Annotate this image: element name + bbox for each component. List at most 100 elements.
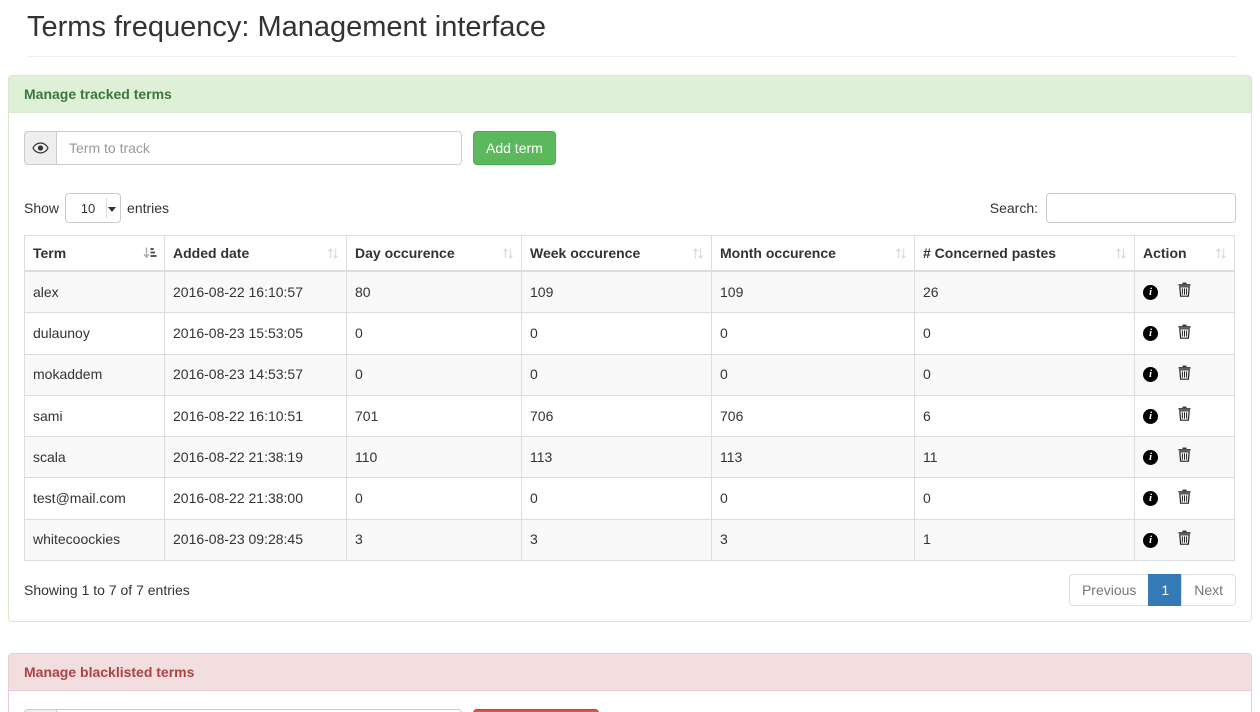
page-title: Terms frequency: Management interface xyxy=(27,11,547,43)
column-header-added-date[interactable]: Added date xyxy=(164,235,347,272)
table-row: whitecoockies 2016-08-23 09:28:45 3 3 3 … xyxy=(24,518,1235,562)
week-occurence-cell: 0 xyxy=(521,312,712,355)
table-row: test@mail.com 2016-08-22 21:38:00 0 0 0 … xyxy=(24,477,1235,520)
week-occurence-cell: 0 xyxy=(521,477,712,520)
term-cell: alex xyxy=(24,270,165,314)
sort-both-icon xyxy=(895,246,907,264)
term-to-track-input[interactable] xyxy=(56,131,462,165)
trash-icon[interactable] xyxy=(1178,489,1191,509)
info-circle-icon[interactable]: i xyxy=(1143,367,1158,383)
term-cell: test@mail.com xyxy=(24,477,165,520)
month-occurence-cell: 0 xyxy=(711,353,915,396)
trash-icon[interactable] xyxy=(1178,447,1191,467)
table-header-row: Term Added date xyxy=(24,235,1235,272)
month-occurence-cell: 0 xyxy=(711,477,915,520)
title-divider xyxy=(27,56,1237,57)
datatable-controls: Show 10 entries Search: xyxy=(24,193,1236,223)
tracked-terms-panel-body: Add term Show 10 entries Search: xyxy=(9,113,1251,621)
added-date-cell: 2016-08-22 21:38:19 xyxy=(164,436,347,479)
table-info: Showing 1 to 7 of 7 entries xyxy=(24,582,190,599)
day-occurence-cell: 701 xyxy=(346,394,522,438)
week-occurence-cell: 113 xyxy=(521,436,712,479)
pagination-next[interactable]: Next xyxy=(1181,574,1236,607)
week-occurence-cell: 0 xyxy=(521,353,712,396)
tracked-terms-panel-heading: Manage tracked terms xyxy=(9,76,1251,113)
day-occurence-cell: 3 xyxy=(346,518,522,562)
info-circle-icon[interactable]: i xyxy=(1143,491,1158,507)
sort-both-icon xyxy=(1115,246,1127,264)
trash-icon[interactable] xyxy=(1178,406,1191,426)
concerned-pastes-cell: 0 xyxy=(914,353,1135,396)
info-circle-icon[interactable]: i xyxy=(1143,408,1158,424)
search-input[interactable] xyxy=(1046,193,1236,223)
day-occurence-cell: 0 xyxy=(346,353,522,396)
info-circle-icon[interactable]: i xyxy=(1143,284,1158,300)
tracked-terms-panel: Manage tracked terms Add term Show 10 xyxy=(8,75,1252,623)
action-cell: i xyxy=(1134,353,1235,396)
page-length-value: 10 xyxy=(80,200,96,216)
table-row: dulaunoy 2016-08-23 15:53:05 0 0 0 0 i xyxy=(24,312,1235,355)
sort-amount-asc-icon xyxy=(143,246,157,264)
table-row: mokaddem 2016-08-23 14:53:57 0 0 0 0 i xyxy=(24,353,1235,396)
concerned-pastes-cell: 1 xyxy=(914,518,1135,562)
info-circle-icon[interactable]: i xyxy=(1143,326,1158,342)
added-date-cell: 2016-08-23 09:28:45 xyxy=(164,518,347,562)
month-occurence-cell: 109 xyxy=(711,270,915,314)
chevron-down-icon xyxy=(108,207,117,212)
blacklist-term-input[interactable] xyxy=(56,709,462,712)
column-header-month-occurence[interactable]: Month occurence xyxy=(711,235,915,272)
sort-both-icon xyxy=(692,246,704,264)
column-header-day-occurence[interactable]: Day occurence xyxy=(346,235,522,272)
action-cell: i xyxy=(1134,394,1235,438)
pagination: Previous 1 Next xyxy=(1068,574,1236,607)
column-header-concerned-pastes[interactable]: # Concerned pastes xyxy=(914,235,1135,272)
action-cell: i xyxy=(1134,477,1235,520)
day-occurence-cell: 0 xyxy=(346,477,522,520)
added-date-cell: 2016-08-22 16:10:51 xyxy=(164,394,347,438)
term-cell: scala xyxy=(24,436,165,479)
term-cell: dulaunoy xyxy=(24,312,165,355)
week-occurence-cell: 3 xyxy=(521,518,712,562)
week-occurence-cell: 109 xyxy=(521,270,712,314)
concerned-pastes-cell: 0 xyxy=(914,312,1135,355)
concerned-pastes-cell: 0 xyxy=(914,477,1135,520)
add-term-row: Add term xyxy=(24,131,1236,165)
term-input-group xyxy=(24,131,462,165)
added-date-cell: 2016-08-22 21:38:00 xyxy=(164,477,347,520)
sort-both-icon xyxy=(327,246,339,264)
pagination-previous[interactable]: Previous xyxy=(1068,574,1150,607)
trash-icon[interactable] xyxy=(1178,282,1191,302)
blacklisted-terms-panel-heading: Manage blacklisted terms xyxy=(9,654,1251,692)
blacklisted-terms-panel-body xyxy=(9,691,1251,712)
action-cell: i xyxy=(1134,518,1235,562)
column-header-action[interactable]: Action xyxy=(1134,235,1235,272)
month-occurence-cell: 3 xyxy=(711,518,915,562)
page-length-select[interactable]: 10 xyxy=(65,193,122,223)
info-circle-icon[interactable]: i xyxy=(1143,449,1158,465)
trash-icon[interactable] xyxy=(1178,365,1191,385)
column-header-term[interactable]: Term xyxy=(24,235,165,272)
column-header-week-occurence[interactable]: Week occurence xyxy=(521,235,712,272)
term-cell: sami xyxy=(24,394,165,438)
action-cell: i xyxy=(1134,436,1235,479)
entries-label: entries xyxy=(127,200,170,216)
blacklist-addon-icon xyxy=(24,709,56,712)
action-cell: i xyxy=(1134,312,1235,355)
select-divider xyxy=(106,198,108,218)
concerned-pastes-cell: 11 xyxy=(914,436,1135,479)
week-occurence-cell: 706 xyxy=(521,394,712,438)
add-term-button[interactable]: Add term xyxy=(473,131,556,165)
pagination-page-1[interactable]: 1 xyxy=(1148,574,1183,607)
add-blacklist-row xyxy=(24,709,1236,712)
tracked-terms-table: Term Added date xyxy=(24,235,1235,562)
trash-icon[interactable] xyxy=(1178,324,1191,344)
concerned-pastes-cell: 26 xyxy=(914,270,1135,314)
info-circle-icon[interactable]: i xyxy=(1143,532,1158,548)
table-row: scala 2016-08-22 21:38:19 110 113 113 11… xyxy=(24,436,1235,479)
trash-icon[interactable] xyxy=(1178,530,1191,550)
add-blacklist-button[interactable] xyxy=(473,709,599,712)
term-cell: mokaddem xyxy=(24,353,165,396)
term-cell: whitecoockies xyxy=(24,518,165,562)
added-date-cell: 2016-08-23 15:53:05 xyxy=(164,312,347,355)
datatable-footer: Showing 1 to 7 of 7 entries Previous 1 N… xyxy=(24,574,1236,607)
